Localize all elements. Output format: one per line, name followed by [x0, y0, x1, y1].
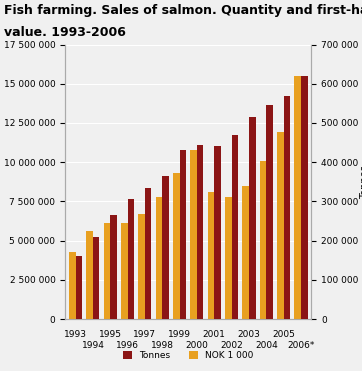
Bar: [180, 150, 186, 319]
Bar: [249, 117, 256, 319]
Bar: [162, 176, 169, 319]
Text: 1998: 1998: [151, 341, 174, 350]
Bar: [127, 200, 134, 319]
Bar: [260, 161, 266, 319]
Bar: [110, 215, 117, 319]
Bar: [76, 256, 82, 319]
Text: Fish farming. Sales of salmon. Quantity and first-hand: Fish farming. Sales of salmon. Quantity …: [4, 4, 362, 17]
Text: 2005: 2005: [272, 330, 295, 339]
Text: 1996: 1996: [116, 341, 139, 350]
Bar: [190, 150, 197, 319]
Text: 2000: 2000: [185, 341, 209, 350]
Bar: [145, 188, 151, 319]
Text: 1999: 1999: [168, 330, 191, 339]
Bar: [208, 192, 214, 319]
Y-axis label: NOK 1 000: NOK 1 000: [0, 156, 2, 208]
Bar: [104, 223, 110, 319]
Bar: [214, 147, 221, 319]
Bar: [121, 223, 127, 319]
Text: 2006*: 2006*: [287, 341, 315, 350]
Text: 2004: 2004: [255, 341, 278, 350]
Bar: [173, 173, 180, 319]
Text: 1997: 1997: [134, 330, 156, 339]
Text: value. 1993-2006: value. 1993-2006: [4, 26, 126, 39]
Bar: [197, 145, 203, 319]
Text: 2002: 2002: [220, 341, 243, 350]
Y-axis label: Tonnes: Tonnes: [360, 165, 362, 198]
Bar: [266, 105, 273, 319]
Bar: [277, 132, 283, 319]
Bar: [138, 214, 145, 319]
Bar: [283, 95, 290, 319]
Bar: [69, 252, 76, 319]
Text: 2003: 2003: [237, 330, 260, 339]
Bar: [93, 237, 100, 319]
Bar: [225, 197, 232, 319]
Bar: [294, 76, 301, 319]
Bar: [301, 76, 307, 319]
Text: 2001: 2001: [203, 330, 226, 339]
Bar: [156, 197, 162, 319]
Legend: Tonnes, NOK 1 000: Tonnes, NOK 1 000: [119, 348, 257, 364]
Text: 1995: 1995: [99, 330, 122, 339]
Bar: [242, 186, 249, 319]
Bar: [86, 231, 93, 319]
Bar: [232, 135, 238, 319]
Text: 1993: 1993: [64, 330, 87, 339]
Text: 1994: 1994: [81, 341, 104, 350]
